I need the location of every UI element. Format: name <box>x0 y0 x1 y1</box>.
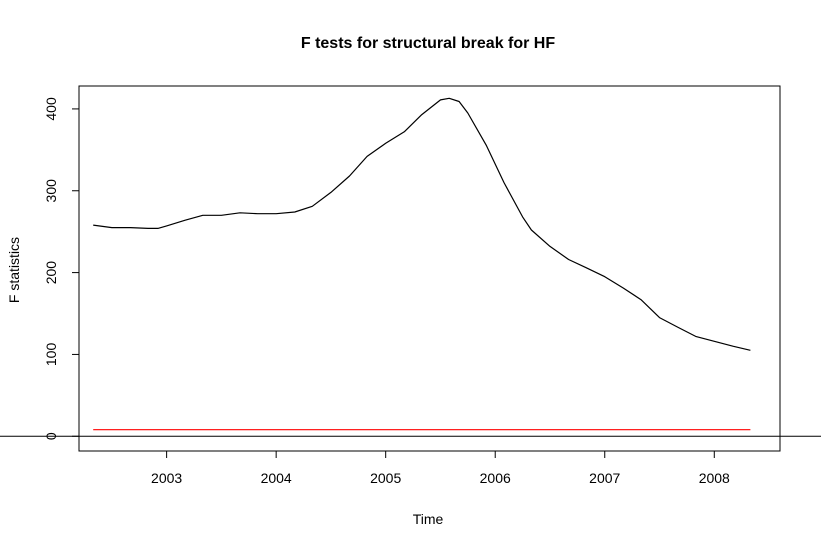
chart-title: F tests for structural break for HF <box>301 35 556 52</box>
y-tick-label: 400 <box>43 97 59 121</box>
x-tick-label: 2006 <box>480 470 511 486</box>
x-tick-label: 2007 <box>589 470 620 486</box>
f-statistic-series-line <box>93 97 751 351</box>
x-tick-label: 2008 <box>699 470 730 486</box>
x-tick-label: 2004 <box>261 470 292 486</box>
y-axis-label: F statistics <box>6 237 22 303</box>
x-axis: 2003 2004 2005 2006 2007 2008 <box>151 451 730 486</box>
y-tick-label: 200 <box>43 261 59 285</box>
series-layer <box>93 97 751 431</box>
x-axis-label: Time <box>413 511 444 527</box>
x-tick-label: 2003 <box>151 470 182 486</box>
plot-frame <box>78 85 781 452</box>
y-tick-label: 300 <box>43 179 59 203</box>
y-tick-label: 100 <box>43 343 59 367</box>
x-tick-label: 2005 <box>370 470 401 486</box>
